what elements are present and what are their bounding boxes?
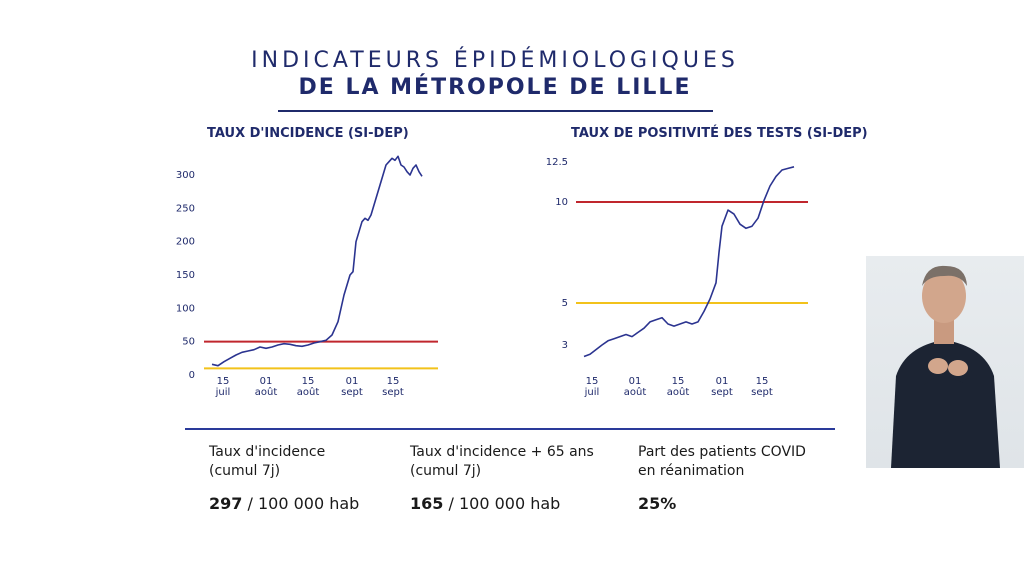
stat-incidence65-value-bold: 165 (410, 494, 444, 513)
incidence-y-tick-5: 250 (176, 203, 195, 214)
positivity-x-tick-4: 15 sept (751, 376, 773, 398)
stat-icu-label: Part des patients COVID en réanimation (638, 443, 806, 481)
stat-incidence65-value-unit: / 100 000 hab (443, 494, 561, 513)
incidence-x-tick-1: 01 août (255, 376, 278, 398)
stats-divider (185, 428, 835, 430)
stat-icu-value: 25% (638, 494, 676, 513)
incidence-y-tick-6: 300 (176, 170, 195, 181)
stat-incidence-label-1: Taux d'incidence (209, 444, 326, 460)
positivity-x-tick-0: 15 juil (584, 376, 600, 398)
positivity-x-tick-1: 01 août (624, 376, 647, 398)
positivity-y-tick-1: 5 (562, 298, 568, 309)
positivity-x-tick-2: 15 août (667, 376, 690, 398)
incidence-series-line-0 (211, 155, 423, 367)
title-divider (278, 110, 713, 112)
positivity-x-tick-3: 01 sept (711, 376, 733, 398)
stat-incidence65-label-1: Taux d'incidence + 65 ans (410, 444, 594, 460)
incidence-y-tick-0: 0 (189, 370, 195, 381)
stat-icu-label-1: Part des patients COVID (638, 444, 806, 460)
positivity-series-line-0 (583, 166, 795, 358)
stat-incidence65-value: 165 / 100 000 hab (410, 494, 560, 513)
stat-icu-value-bold: 25% (638, 494, 677, 513)
stat-incidence-value: 297 / 100 000 hab (209, 494, 359, 513)
stat-incidence65-label-2: (cumul 7j) (410, 463, 482, 479)
incidence-x-tick-0: 15 juil (215, 376, 231, 398)
page-title-line1: INDICATEURS ÉPIDÉMIOLOGIQUES (251, 48, 739, 73)
positivity-y-tick-2: 10 (555, 197, 568, 208)
incidence-y-tick-2: 100 (176, 303, 195, 314)
incidence-x-tick-4: 15 sept (382, 376, 404, 398)
incidence-x-tick-3: 01 sept (341, 376, 363, 398)
stat-incidence65-label: Taux d'incidence + 65 ans (cumul 7j) (410, 443, 594, 481)
title-block: INDICATEURS ÉPIDÉMIOLOGIQUES DE LA MÉTRO… (0, 48, 990, 100)
incidence-y-tick-3: 150 (176, 270, 195, 281)
chart1-title: TAUX D'INCIDENCE (SI-DEP) (207, 126, 409, 141)
incidence-y-tick-4: 200 (176, 237, 195, 248)
incidence-y-tick-1: 50 (182, 337, 195, 348)
stat-incidence-label-2: (cumul 7j) (209, 463, 281, 479)
incidence-x-tick-2: 15 août (297, 376, 320, 398)
positivity-y-tick-3: 12.5 (546, 157, 568, 168)
interpreter-figure-icon (891, 265, 1000, 468)
stat-icu-label-2: en réanimation (638, 463, 745, 479)
stat-incidence-value-unit: / 100 000 hab (242, 494, 360, 513)
stat-incidence-label: Taux d'incidence (cumul 7j) (209, 443, 325, 481)
sign-language-interpreter-video (866, 256, 1024, 468)
chart2-title: TAUX DE POSITIVITÉ DES TESTS (SI-DEP) (571, 126, 868, 141)
page-title-line2: DE LA MÉTROPOLE DE LILLE (298, 75, 692, 100)
stat-incidence-value-bold: 297 (209, 494, 243, 513)
positivity-y-tick-0: 3 (562, 340, 568, 351)
